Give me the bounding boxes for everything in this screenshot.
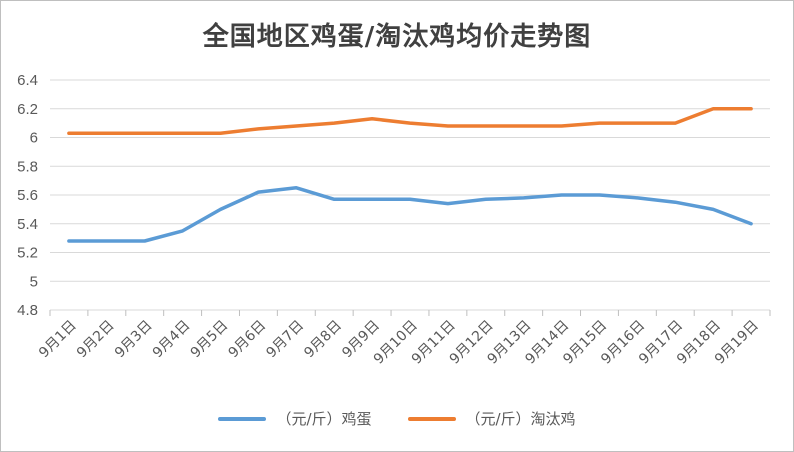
chart-title: 全国地区鸡蛋/淘汰鸡均价走势图 <box>202 22 592 52</box>
legend-label-egg: （元/斤）鸡蛋 <box>276 410 372 428</box>
series-line-1 <box>67 107 753 135</box>
y-tick-label: 6.2 <box>17 101 38 118</box>
x-tick-label: 9月2日 <box>74 318 118 362</box>
legend-label-hen: （元/斤）淘汰鸡 <box>465 410 576 428</box>
y-tick-label: 5.8 <box>17 158 38 175</box>
y-tick-label: 4.8 <box>17 302 38 319</box>
x-tick-label: 9月7日 <box>263 318 307 362</box>
series-line-0 <box>67 186 753 243</box>
y-tick-label: 5 <box>30 273 38 290</box>
y-tick-label: 6 <box>30 130 38 147</box>
legend: （元/斤）鸡蛋 （元/斤）淘汰鸡 <box>0 408 794 429</box>
legend-swatch-egg <box>218 416 267 421</box>
x-tick-label: 9月3日 <box>112 318 156 362</box>
legend-swatch-hen <box>407 416 456 421</box>
x-tick-label: 9月4日 <box>150 318 194 362</box>
y-tick-label: 6.4 <box>17 72 38 89</box>
y-tick-label: 5.4 <box>17 216 38 233</box>
legend-item-egg: （元/斤）鸡蛋 <box>218 408 372 429</box>
x-tick-label: 9月1日 <box>36 318 80 362</box>
y-tick-label: 5.2 <box>17 245 38 262</box>
legend-item-hen: （元/斤）淘汰鸡 <box>407 408 576 429</box>
x-tick-label: 9月6日 <box>226 318 270 362</box>
y-tick-label: 5.6 <box>17 187 38 204</box>
x-tick-label: 9月5日 <box>188 318 232 362</box>
x-tick-label: 9月8日 <box>301 318 345 362</box>
